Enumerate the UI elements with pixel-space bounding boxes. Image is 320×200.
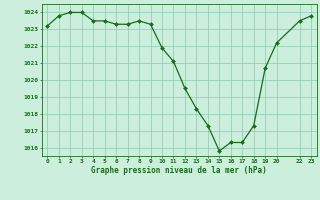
X-axis label: Graphe pression niveau de la mer (hPa): Graphe pression niveau de la mer (hPa) [91, 166, 267, 175]
